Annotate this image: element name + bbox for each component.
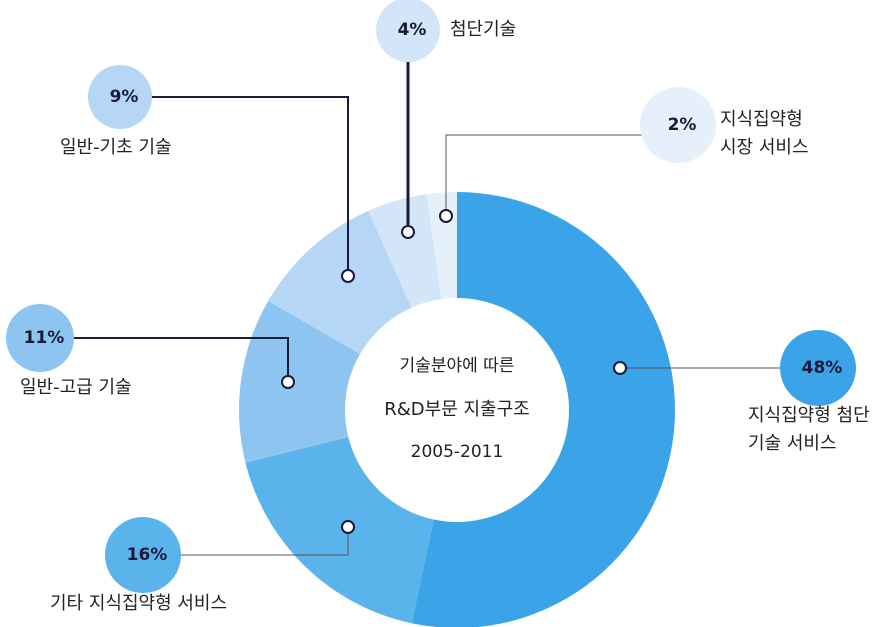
leader-dot <box>613 361 627 375</box>
value-label: 4% <box>398 20 427 40</box>
value-label: 48% <box>802 358 843 378</box>
donut-segment <box>268 210 412 354</box>
category-label: 지식집약형 시장 서비스 <box>720 109 809 158</box>
category-label: 일반-기초 기술 <box>60 137 172 158</box>
leader-line <box>60 337 289 382</box>
value-label: 16% <box>127 545 168 565</box>
center-text: 2005-2011 <box>411 442 504 462</box>
value-label: 2% <box>668 115 697 135</box>
leader-dot <box>401 225 415 239</box>
leader-dot <box>281 375 295 389</box>
leader-dot <box>439 209 453 223</box>
category-label: 기타 지식집약형 서비스 <box>50 593 228 614</box>
leader-line <box>445 134 650 216</box>
bubble <box>105 517 181 593</box>
value-label: 9% <box>110 87 139 107</box>
category-label: 일반-고급 기술 <box>20 377 132 398</box>
value-label: 11% <box>24 328 65 348</box>
donut-segment <box>368 194 442 308</box>
bubble <box>376 0 440 62</box>
bubble <box>640 87 716 163</box>
center-text: 기술분야에 따른 <box>400 356 515 376</box>
leader-dot <box>341 520 355 534</box>
donut-segment <box>411 192 675 627</box>
donut-segment <box>239 301 361 463</box>
leader-dot <box>341 269 355 283</box>
category-label: 지식집약형 첨단 기술 서비스 <box>748 405 870 454</box>
category-label: 첨단기술 <box>450 19 517 40</box>
bubble <box>88 65 152 129</box>
leader-line <box>170 527 349 556</box>
leader-line <box>140 96 349 276</box>
bubble <box>780 330 856 406</box>
donut-segment <box>245 437 434 624</box>
bubble <box>6 304 74 372</box>
center-text: R&D부문 지출구조 <box>384 399 529 420</box>
